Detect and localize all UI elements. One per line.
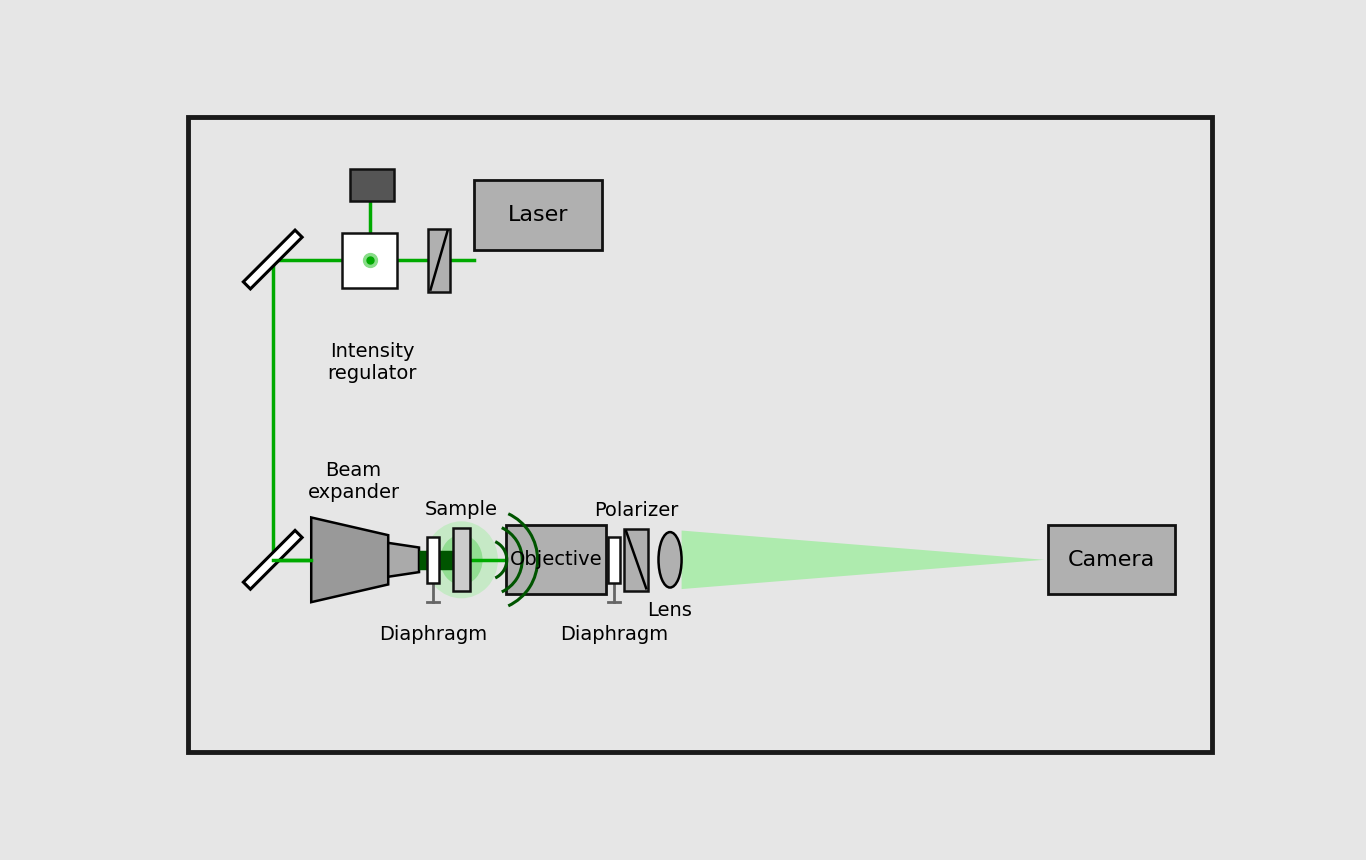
Polygon shape [243, 531, 302, 589]
Text: Diaphragm: Diaphragm [378, 625, 486, 644]
Text: Beam
expander: Beam expander [307, 461, 400, 502]
Polygon shape [388, 543, 419, 577]
Bar [608, 537, 620, 583]
Bar [429, 229, 449, 292]
Text: Sample: Sample [425, 500, 497, 519]
Text: Lens: Lens [647, 601, 693, 620]
Bar [505, 525, 607, 594]
Bar [624, 529, 649, 591]
Text: Polarizer: Polarizer [594, 501, 679, 519]
Bar [474, 181, 601, 249]
Polygon shape [243, 230, 302, 289]
Text: Intensity
regulator: Intensity regulator [328, 342, 417, 383]
Bar [454, 528, 470, 592]
Polygon shape [682, 531, 1044, 589]
Bar [350, 169, 395, 201]
Ellipse shape [440, 535, 482, 585]
Text: Camera: Camera [1068, 550, 1154, 570]
Bar [1048, 525, 1175, 594]
Text: Diaphragm: Diaphragm [560, 625, 668, 644]
Text: Laser: Laser [508, 205, 568, 224]
Bar [426, 537, 438, 583]
Ellipse shape [425, 521, 499, 599]
Bar [342, 232, 398, 288]
Text: Objective: Objective [510, 550, 602, 569]
Polygon shape [311, 518, 388, 602]
Ellipse shape [658, 532, 682, 587]
